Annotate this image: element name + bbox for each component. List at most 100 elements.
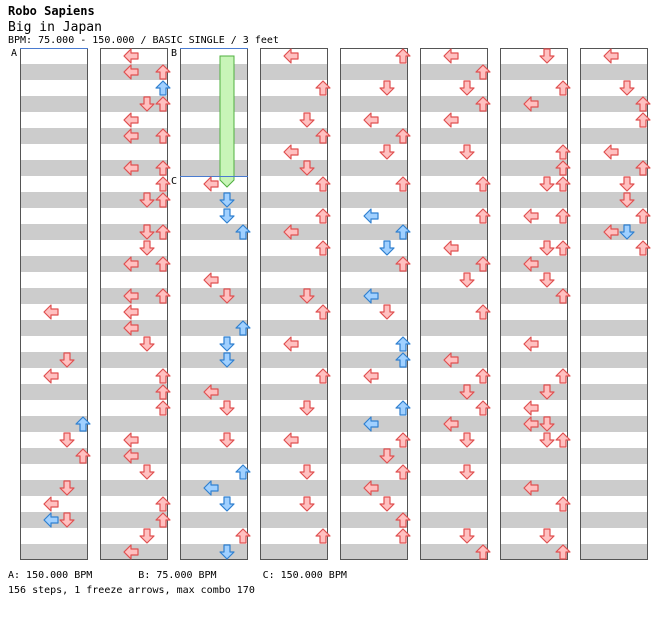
up-arrow: [235, 320, 251, 336]
down-arrow: [539, 416, 555, 432]
down-arrow: [619, 176, 635, 192]
measure-stripe: [580, 448, 648, 464]
left-arrow: [123, 448, 139, 464]
measure-stripe: [580, 160, 648, 176]
measure-border: [500, 48, 568, 560]
left-arrow: [123, 544, 139, 560]
down-arrow: [139, 224, 155, 240]
down-arrow: [379, 144, 395, 160]
left-arrow: [443, 352, 459, 368]
measure-stripe: [20, 96, 88, 112]
measure-stripe: [420, 192, 488, 208]
measure-stripe: [20, 320, 88, 336]
measure-stripe: [180, 416, 248, 432]
measure-stripe: [420, 160, 488, 176]
up-arrow: [315, 80, 331, 96]
measure-stripe: [180, 544, 248, 560]
left-arrow: [123, 432, 139, 448]
left-arrow: [523, 416, 539, 432]
measure-stripe: [180, 320, 248, 336]
measure-stripe: [20, 192, 88, 208]
up-arrow: [395, 512, 411, 528]
measure-stripe: [500, 224, 568, 240]
measure-stripe: [340, 96, 408, 112]
down-arrow: [59, 512, 75, 528]
up-arrow: [155, 384, 171, 400]
up-arrow: [395, 336, 411, 352]
measure-stripe: [20, 352, 88, 368]
down-arrow: [219, 208, 235, 224]
measure-stripe: [580, 96, 648, 112]
up-arrow: [155, 64, 171, 80]
down-arrow: [539, 176, 555, 192]
down-arrow: [539, 432, 555, 448]
up-arrow: [235, 528, 251, 544]
left-arrow: [443, 416, 459, 432]
up-arrow: [75, 448, 91, 464]
measure-stripe: [100, 416, 168, 432]
left-arrow: [523, 480, 539, 496]
down-arrow: [459, 432, 475, 448]
up-arrow: [395, 128, 411, 144]
measure-stripe: [420, 384, 488, 400]
down-arrow: [539, 384, 555, 400]
up-arrow: [315, 304, 331, 320]
up-arrow: [155, 192, 171, 208]
up-arrow: [555, 176, 571, 192]
left-arrow: [43, 304, 59, 320]
measure-stripe: [420, 256, 488, 272]
measure-border: [580, 48, 648, 560]
up-arrow: [475, 96, 491, 112]
left-arrow: [363, 368, 379, 384]
up-arrow: [555, 432, 571, 448]
down-arrow: [539, 272, 555, 288]
measure-stripe: [340, 192, 408, 208]
down-arrow: [539, 528, 555, 544]
down-arrow: [219, 352, 235, 368]
measure-stripe: [100, 352, 168, 368]
left-arrow: [363, 112, 379, 128]
up-arrow: [155, 256, 171, 272]
measure-stripe: [340, 384, 408, 400]
measure-stripe: [260, 512, 328, 528]
bpm-change-label: A: [11, 48, 17, 59]
down-arrow: [139, 336, 155, 352]
left-arrow: [283, 432, 299, 448]
measure-stripe: [580, 480, 648, 496]
measure-stripe: [260, 448, 328, 464]
down-arrow: [299, 112, 315, 128]
measure-stripe: [340, 352, 408, 368]
down-arrow: [299, 400, 315, 416]
up-arrow: [155, 400, 171, 416]
up-arrow: [155, 176, 171, 192]
measure-stripe: [260, 480, 328, 496]
up-arrow: [555, 240, 571, 256]
up-arrow: [475, 368, 491, 384]
measure-stripe: [260, 544, 328, 560]
down-arrow: [139, 464, 155, 480]
down-arrow: [299, 288, 315, 304]
down-arrow: [139, 96, 155, 112]
down-arrow: [59, 480, 75, 496]
left-arrow: [523, 256, 539, 272]
down-arrow: [619, 224, 635, 240]
left-arrow: [283, 336, 299, 352]
left-arrow: [123, 160, 139, 176]
left-arrow: [603, 144, 619, 160]
measure-stripe: [20, 128, 88, 144]
measure-stripe: [340, 224, 408, 240]
left-arrow: [123, 128, 139, 144]
up-arrow: [635, 160, 651, 176]
measure-stripe: [500, 192, 568, 208]
left-arrow: [123, 48, 139, 64]
measure-stripe: [20, 448, 88, 464]
up-arrow: [315, 240, 331, 256]
left-arrow: [43, 512, 59, 528]
left-arrow: [283, 48, 299, 64]
measure-stripe: [180, 512, 248, 528]
measure-stripe: [260, 416, 328, 432]
down-arrow: [299, 464, 315, 480]
down-arrow: [459, 144, 475, 160]
down-arrow: [619, 192, 635, 208]
